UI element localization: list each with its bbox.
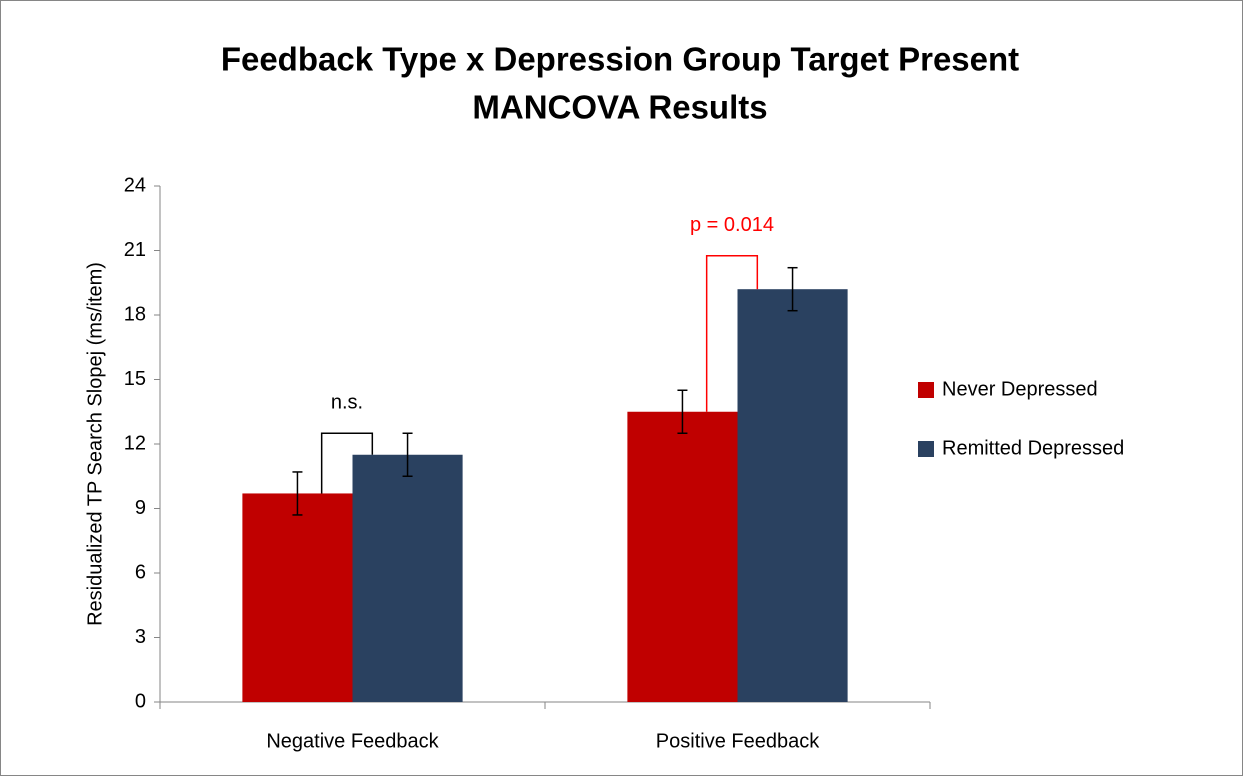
x-tick-label: Positive Feedback (656, 730, 820, 752)
bar (242, 493, 353, 702)
y-axis-label: Residualized TP Search Slopej (ms/item) (84, 262, 106, 626)
annotation: n.s. (331, 392, 363, 414)
bar (352, 454, 463, 702)
chart-title: Feedback Type x Depression Group Target … (221, 41, 1019, 78)
y-tick-label: 6 (135, 561, 146, 583)
significance-bracket (705, 254, 759, 412)
significance-bracket (320, 432, 374, 494)
y-tick-label: 9 (135, 497, 146, 519)
y-tick-label: 12 (124, 432, 146, 454)
y-tick-label: 3 (135, 626, 146, 648)
y-tick-label: 0 (135, 690, 146, 712)
legend-swatch (918, 441, 934, 457)
y-tick-label: 21 (124, 239, 146, 261)
y-tick-label: 24 (124, 174, 146, 196)
chart-title: MANCOVA Results (472, 89, 767, 126)
legend-label: Remitted Depressed (942, 437, 1124, 459)
legend-label: Never Depressed (942, 378, 1098, 400)
y-tick-label: 18 (124, 303, 146, 325)
y-tick-label: 15 (124, 368, 146, 390)
x-tick-label: Negative Feedback (266, 730, 439, 752)
bar (627, 411, 738, 702)
annotation: p = 0.014 (690, 214, 774, 236)
legend-swatch (918, 382, 934, 398)
bar (737, 289, 848, 702)
